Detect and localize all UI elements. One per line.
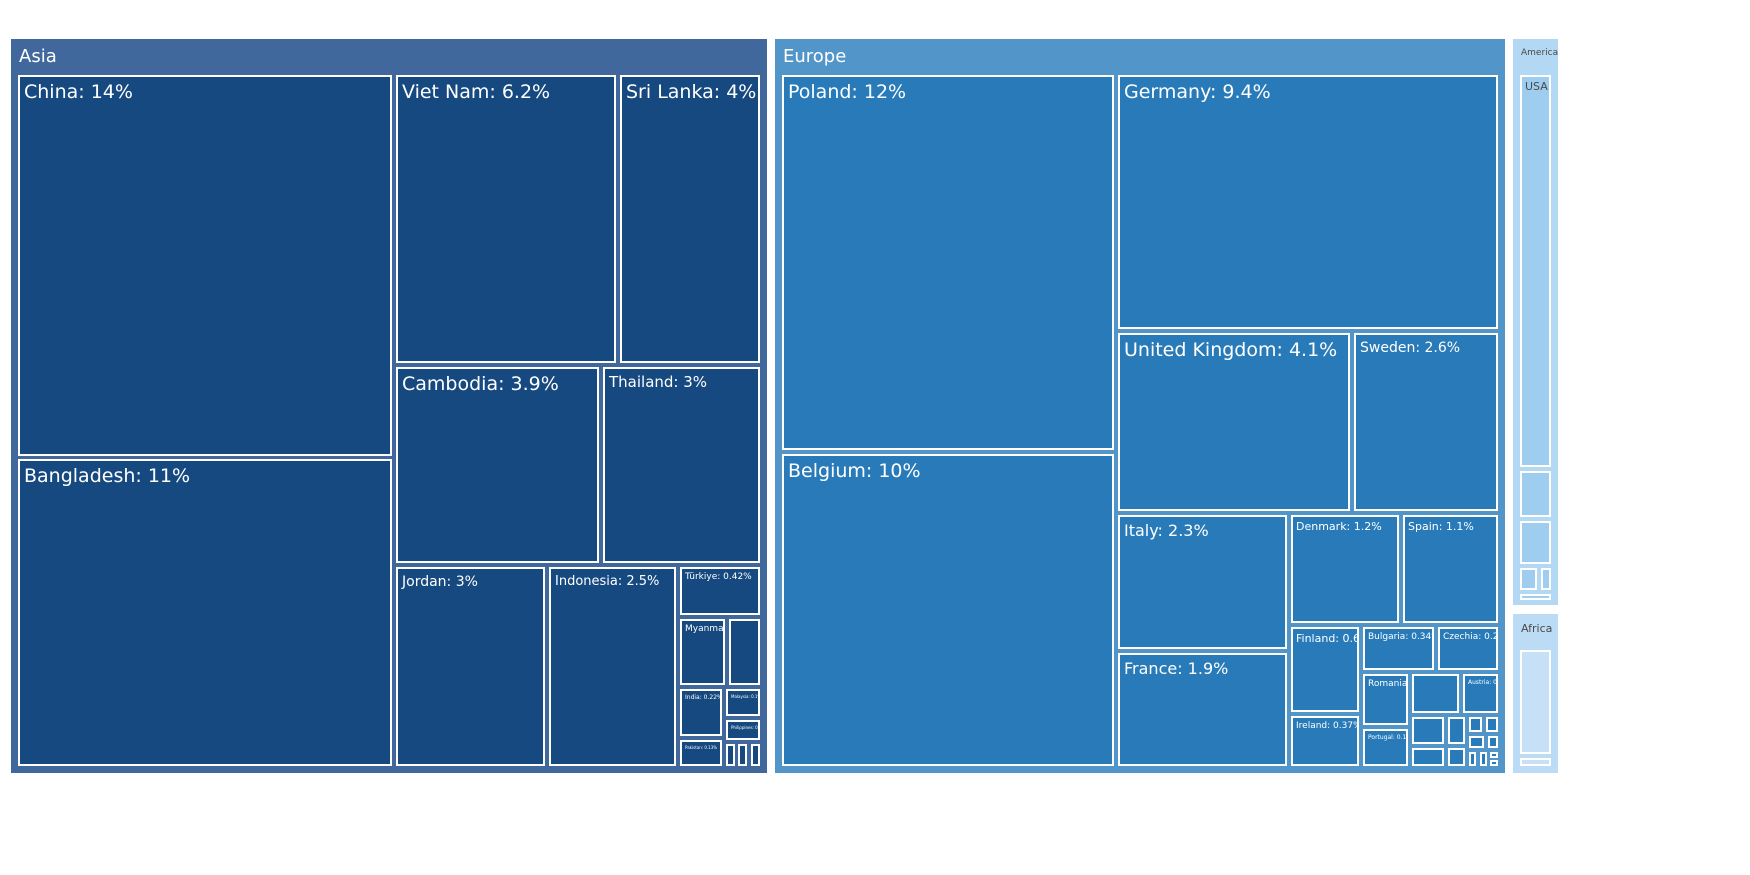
tile-europe-22 <box>1486 717 1498 732</box>
tile-label: Bulgaria: 0.34% <box>1368 632 1434 642</box>
tile-trkiye: Türkiye: 0.42% <box>680 567 760 615</box>
tile-asia-17 <box>751 744 760 766</box>
tile-italy: Italy: 2.3% <box>1118 515 1287 649</box>
tile-jordan: Jordan: 3% <box>396 567 545 766</box>
region-label: Europe <box>783 45 847 67</box>
tile-finland: Finland: 0.61% <box>1291 627 1359 712</box>
tile-indonesia: Indonesia: 2.5% <box>549 567 676 766</box>
tile-europe-25 <box>1469 752 1476 766</box>
tile-ireland: Ireland: 0.37% <box>1291 716 1359 766</box>
tile-label: Jordan: 3% <box>402 574 478 590</box>
tile-europe-21 <box>1469 717 1482 732</box>
tile-europe-20 <box>1448 748 1465 766</box>
tile-thailand: Thailand: 3% <box>603 367 760 563</box>
tile-america-1 <box>1520 471 1551 517</box>
tile-label: Romania: 0.25% <box>1368 679 1408 689</box>
tile-africa-1 <box>1520 758 1551 766</box>
tile-label: Bangladesh: 11% <box>24 465 191 487</box>
tile-america-5 <box>1520 594 1551 600</box>
tile-label: Philippines: 0.09% <box>731 725 759 730</box>
tile-malaysia: Malaysia: 0.1% <box>726 689 760 716</box>
tile-label: Czechia: 0.29% <box>1443 632 1498 642</box>
tile-label: Sri Lanka: 4% <box>626 81 757 103</box>
tile-poland: Poland: 12% <box>782 75 1114 450</box>
tile-romania: Romania: 0.25% <box>1363 674 1408 725</box>
tile-pakistan: Pakistan: 0.13% <box>680 740 722 766</box>
tile-asia-16 <box>738 744 747 766</box>
tile-europe-23 <box>1469 736 1484 748</box>
tile-europe-17 <box>1412 717 1444 744</box>
tile-label: Germany: 9.4% <box>1124 81 1271 103</box>
tile-europe-27 <box>1490 752 1498 758</box>
tile-label: Italy: 2.3% <box>1124 521 1209 540</box>
tile-denmark: Denmark: 1.2% <box>1291 515 1399 623</box>
tile-europe-19 <box>1412 748 1444 766</box>
tile-label: Portugal: 0.18% <box>1368 734 1407 741</box>
tile-bangladesh: Bangladesh: 11% <box>18 459 392 766</box>
tile-bulgaria: Bulgaria: 0.34% <box>1363 627 1434 670</box>
tile-austria: Austria: 0.17% <box>1463 674 1498 713</box>
tile-portugal: Portugal: 0.18% <box>1363 729 1408 766</box>
tile-usa: USA: 2% <box>1520 75 1551 467</box>
tile-label: France: 1.9% <box>1124 659 1229 678</box>
tile-united-kingdom: United Kingdom: 4.1% <box>1118 333 1350 511</box>
tile-label: Denmark: 1.2% <box>1296 520 1382 533</box>
tile-label: Myanmar: 0.33% <box>685 624 724 634</box>
tile-america-4 <box>1541 568 1551 590</box>
tile-asia-15 <box>726 744 735 766</box>
tile-belgium: Belgium: 10% <box>782 454 1114 766</box>
tile-viet-nam: Viet Nam: 6.2% <box>396 75 616 363</box>
tile-label: Türkiye: 0.42% <box>685 572 752 582</box>
tile-label: China: 14% <box>24 81 133 103</box>
tile-label: Sweden: 2.6% <box>1360 340 1461 356</box>
tile-label: Cambodia: 3.9% <box>402 373 559 395</box>
tile-france: France: 1.9% <box>1118 653 1287 766</box>
tile-europe-24 <box>1488 736 1498 748</box>
tile-label: Spain: 1.1% <box>1408 520 1474 533</box>
tile-label: Austria: 0.17% <box>1468 679 1497 686</box>
tile-label: Finland: 0.61% <box>1296 632 1357 645</box>
tile-label: Poland: 12% <box>788 81 907 103</box>
tile-czechia: Czechia: 0.29% <box>1438 627 1498 670</box>
tile-america-2 <box>1520 521 1551 564</box>
tile-sri-lanka: Sri Lanka: 4% <box>620 75 760 363</box>
tile-africa-0 <box>1520 650 1551 754</box>
tile-america-3 <box>1520 568 1537 590</box>
region-label: America <box>1521 47 1559 58</box>
tile-label: United Kingdom: 4.1% <box>1124 339 1338 361</box>
tile-europe-18 <box>1448 717 1465 744</box>
tile-label: USA: 2% <box>1525 80 1551 93</box>
tile-india: India: 0.22% <box>680 689 722 736</box>
tile-label: Thailand: 3% <box>609 373 708 391</box>
tile-china: China: 14% <box>18 75 392 456</box>
tile-europe-15 <box>1412 674 1459 713</box>
tile-label: Malaysia: 0.1% <box>731 694 760 699</box>
tile-cambodia: Cambodia: 3.9% <box>396 367 599 563</box>
tile-label: India: 0.22% <box>685 694 722 701</box>
tile-sweden: Sweden: 2.6% <box>1354 333 1498 511</box>
tile-europe-28 <box>1490 760 1498 766</box>
tile-label: Ireland: 0.37% <box>1296 721 1359 731</box>
tile-label: Indonesia: 2.5% <box>555 574 660 589</box>
region-label: Asia <box>19 45 57 67</box>
tile-label: Pakistan: 0.13% <box>685 745 718 750</box>
tile-label: Belgium: 10% <box>788 460 921 482</box>
tile-spain: Spain: 1.1% <box>1403 515 1498 623</box>
tile-asia-10 <box>729 619 760 685</box>
tile-germany: Germany: 9.4% <box>1118 75 1498 329</box>
tile-label: Viet Nam: 6.2% <box>402 81 551 103</box>
tile-myanmar: Myanmar: 0.33% <box>680 619 725 685</box>
tile-europe-26 <box>1480 752 1487 766</box>
region-label: Africa <box>1521 621 1553 635</box>
tile-philippines: Philippines: 0.09% <box>726 720 760 740</box>
